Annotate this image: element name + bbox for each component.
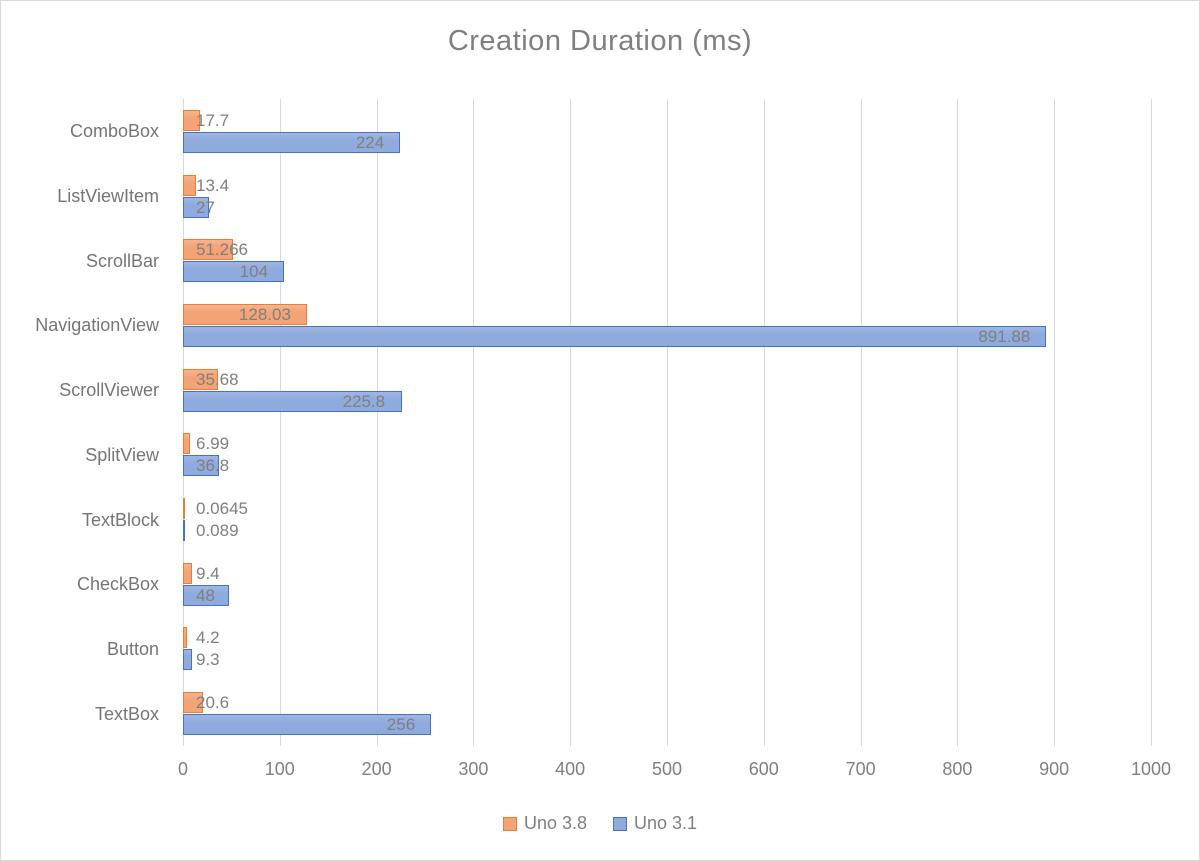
x-tick-label-300: 300 — [458, 759, 489, 779]
gridline — [1054, 99, 1056, 746]
x-tick-label-500: 500 — [651, 759, 683, 779]
gridline — [183, 99, 184, 746]
bar-uno-3-8-textblock — [183, 498, 185, 520]
data-label-uno-3-8-textbox: 20.6 — [196, 693, 230, 713]
bar-uno-3-8-checkbox — [183, 562, 193, 584]
data-label-uno-3-8-textblock: 0.0645 — [196, 499, 248, 519]
bar-uno-3-1-textblock — [183, 520, 185, 542]
category-label-listviewitem: ListViewItem — [57, 186, 159, 207]
data-label-uno-3-8-button: 4.2 — [196, 628, 220, 648]
data-label-uno-3-8-splitview: 6.99 — [196, 434, 230, 454]
data-label-uno-3-1-scrollviewer: 225.8 — [342, 391, 386, 411]
bar-uno-3-8-combobox — [183, 109, 201, 131]
gridline — [376, 99, 378, 746]
data-label-uno-3-8-scrollbar: 51.266 — [196, 240, 248, 260]
data-label-uno-3-1-listviewitem: 27 — [196, 197, 215, 217]
x-tick-label-0: 0 — [177, 759, 188, 779]
data-label-uno-3-1-textblock: 0.089 — [196, 521, 239, 541]
bar-uno-3-1-button — [183, 649, 192, 671]
category-label-textblock: TextBlock — [81, 509, 159, 530]
gridline — [570, 99, 572, 746]
legend-swatch-uno-3-8 — [502, 816, 517, 831]
data-label-uno-3-1-splitview: 36.8 — [196, 456, 230, 476]
category-label-navigationview: NavigationView — [35, 315, 159, 336]
category-label-textbox: TextBox — [94, 703, 159, 724]
data-label-uno-3-1-textbox: 256 — [386, 715, 416, 735]
bar-uno-3-8-textbox — [183, 692, 203, 714]
bar-uno-3-1-scrollviewer — [183, 390, 402, 412]
x-tick-label-100: 100 — [264, 759, 295, 779]
legend-label: Uno 3.8 — [523, 813, 587, 833]
category-label-checkbox: CheckBox — [76, 574, 159, 595]
x-tick-label-1000: 1000 — [1130, 759, 1172, 779]
gridline — [473, 99, 475, 746]
data-label-uno-3-8-navigationview: 128.03 — [238, 304, 291, 324]
bar-uno-3-1-combobox — [183, 131, 400, 153]
x-tick-label-200: 200 — [361, 759, 392, 779]
data-label-uno-3-1-checkbox: 48 — [196, 585, 215, 605]
x-tick-label-700: 700 — [845, 759, 876, 779]
gridline — [279, 99, 281, 746]
category-label-scrollviewer: ScrollViewer — [59, 380, 159, 401]
x-tick-label-800: 800 — [942, 759, 973, 779]
bar-uno-3-8-splitview — [183, 433, 190, 455]
data-label-uno-3-1-scrollbar: 104 — [239, 262, 269, 282]
legend-swatch-uno-3-1 — [613, 816, 627, 831]
x-tick-label-600: 600 — [748, 759, 779, 779]
bar-uno-3-8-button — [183, 627, 188, 649]
data-label-uno-3-1-combobox: 224 — [355, 132, 385, 152]
bar-uno-3-1-checkbox — [183, 584, 230, 606]
bar-uno-3-1-textbox — [183, 714, 431, 736]
data-label-uno-3-1-button: 9.3 — [196, 650, 220, 670]
category-label-combobox: ComboBox — [69, 121, 159, 142]
bar-uno-3-8-scrollbar — [183, 239, 233, 261]
legend: Uno 3.8 Uno 3.1 — [1, 813, 1199, 834]
bar-uno-3-1-navigationview — [183, 325, 1047, 347]
data-label-uno-3-1-navigationview: 891.88 — [978, 326, 1031, 346]
legend-item-uno-3-8: Uno 3.8 — [502, 813, 587, 834]
x-tick-label-900: 900 — [1039, 759, 1070, 779]
category-label-splitview: SplitView — [85, 444, 159, 465]
data-label-uno-3-8-listviewitem: 13.4 — [196, 175, 230, 195]
x-tick-label-400: 400 — [555, 759, 586, 779]
bar-uno-3-8-scrollviewer — [183, 368, 218, 390]
bar-uno-3-8-listviewitem — [183, 174, 196, 196]
legend-item-uno-3-1: Uno 3.1 — [613, 813, 697, 834]
bar-uno-3-8-navigationview — [183, 303, 307, 325]
bar-uno-3-1-listviewitem — [183, 196, 210, 218]
category-label-scrollbar: ScrollBar — [85, 250, 159, 271]
gridline — [860, 99, 862, 746]
gridline — [957, 99, 959, 746]
data-label-uno-3-8-checkbox: 9.4 — [196, 563, 220, 583]
data-label-uno-3-8-combobox: 17.7 — [196, 110, 230, 130]
category-label-button: Button — [106, 638, 159, 659]
gridline — [763, 99, 765, 746]
legend-label: Uno 3.1 — [634, 813, 698, 833]
data-label-uno-3-8-scrollviewer: 35.68 — [196, 369, 239, 389]
chart-title: Creation Duration (ms) — [447, 25, 753, 57]
gridline — [1151, 99, 1152, 746]
bar-uno-3-1-scrollbar — [183, 261, 284, 283]
plot-area: 17.7 224 13.4 27 51.266 104 128.03 891.88 35.68 2… — [183, 99, 1152, 746]
bar-uno-3-1-splitview — [183, 455, 219, 477]
gridline — [667, 99, 668, 746]
